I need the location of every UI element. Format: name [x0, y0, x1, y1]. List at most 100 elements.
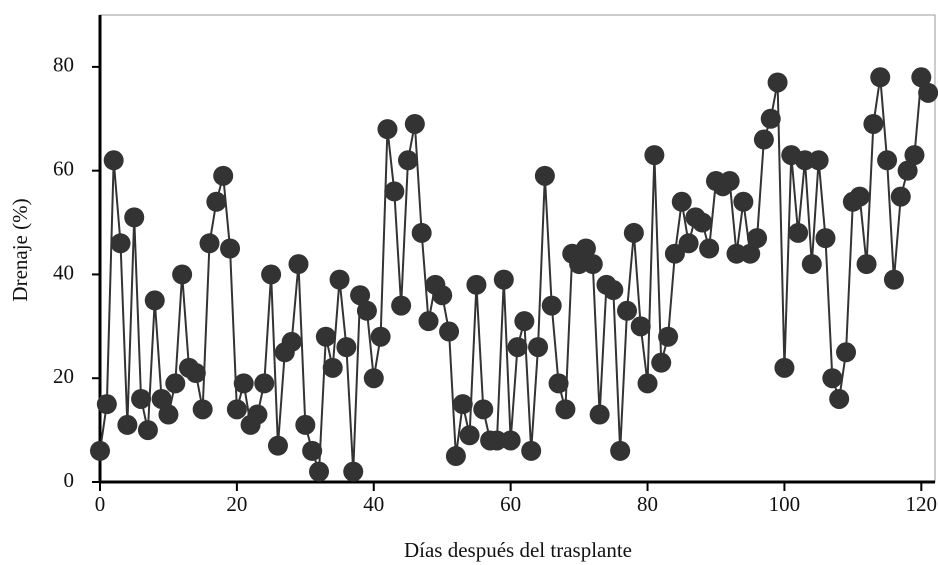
data-point — [192, 399, 213, 420]
data-point — [678, 233, 699, 254]
data-point — [870, 67, 891, 88]
data-point — [918, 82, 938, 103]
data-point — [651, 352, 672, 373]
data-point — [350, 285, 371, 306]
data-point — [767, 72, 788, 93]
data-point — [904, 145, 925, 166]
data-point — [137, 420, 158, 441]
data-point — [630, 316, 651, 337]
data-point — [220, 238, 241, 259]
y-tick-label: 80 — [53, 53, 74, 77]
data-point — [664, 243, 685, 264]
data-point — [863, 113, 884, 134]
data-point — [96, 394, 117, 415]
data-point — [165, 373, 186, 394]
data-point — [808, 150, 829, 171]
data-point — [849, 186, 870, 207]
data-point — [883, 269, 904, 290]
data-point — [699, 238, 720, 259]
data-point — [603, 280, 624, 301]
data-point — [247, 404, 268, 425]
data-point — [411, 222, 432, 243]
data-point — [856, 254, 877, 275]
data-point — [644, 145, 665, 166]
data-point — [658, 326, 679, 347]
data-point — [445, 446, 466, 467]
data-point — [117, 414, 138, 435]
x-tick-label: 0 — [95, 492, 106, 516]
data-point — [397, 150, 418, 171]
x-tick-label: 100 — [769, 492, 801, 516]
data-point — [267, 435, 288, 456]
data-point — [309, 461, 330, 482]
data-point — [801, 254, 822, 275]
data-point — [131, 388, 152, 409]
data-point — [815, 228, 836, 249]
data-point — [774, 357, 795, 378]
data-point — [302, 440, 323, 461]
data-point — [829, 388, 850, 409]
data-point — [575, 238, 596, 259]
data-point — [822, 368, 843, 389]
y-axis-label: Drenaje (%) — [8, 198, 32, 301]
data-point — [788, 222, 809, 243]
data-point — [610, 440, 631, 461]
data-point — [623, 222, 644, 243]
data-point — [569, 254, 590, 275]
data-point — [692, 212, 713, 233]
data-point — [295, 414, 316, 435]
x-tick-label: 60 — [500, 492, 521, 516]
data-point — [452, 394, 473, 415]
data-point — [206, 191, 227, 212]
data-point — [890, 186, 911, 207]
data-point — [213, 165, 234, 186]
data-point — [740, 243, 761, 264]
data-point — [103, 150, 124, 171]
data-point — [747, 228, 768, 249]
data-point — [363, 368, 384, 389]
data-point — [528, 337, 549, 358]
data-point — [356, 300, 377, 321]
data-point — [473, 399, 494, 420]
data-point — [370, 326, 391, 347]
data-point — [507, 337, 528, 358]
data-point — [493, 269, 514, 290]
data-point — [377, 119, 398, 140]
data-point — [459, 425, 480, 446]
data-point — [384, 181, 405, 202]
data-point — [158, 404, 179, 425]
y-tick-label: 60 — [53, 156, 74, 180]
data-point — [719, 171, 740, 192]
x-tick-label: 20 — [226, 492, 247, 516]
data-point — [548, 373, 569, 394]
y-tick-label: 0 — [64, 468, 75, 492]
data-point — [617, 300, 638, 321]
data-point — [911, 67, 932, 88]
data-point — [110, 233, 131, 254]
data-point — [726, 243, 747, 264]
data-point — [637, 373, 658, 394]
data-point — [281, 331, 302, 352]
data-point — [172, 264, 193, 285]
y-tick-label: 40 — [53, 260, 74, 284]
data-point — [589, 404, 610, 425]
data-point — [514, 311, 535, 332]
data-point — [90, 440, 110, 461]
data-point — [466, 274, 487, 295]
data-point — [199, 233, 220, 254]
x-tick-label: 120 — [906, 492, 938, 516]
data-point — [500, 430, 521, 451]
data-point — [897, 160, 918, 181]
data-point — [555, 399, 576, 420]
data-point — [288, 254, 309, 275]
data-point — [521, 440, 542, 461]
data-point — [877, 150, 898, 171]
data-point — [760, 108, 781, 129]
data-point — [124, 207, 145, 228]
data-point — [315, 326, 336, 347]
data-point — [336, 337, 357, 358]
x-tick-label: 80 — [637, 492, 658, 516]
data-point — [733, 191, 754, 212]
x-axis-label: Días después del trasplante — [404, 538, 632, 562]
